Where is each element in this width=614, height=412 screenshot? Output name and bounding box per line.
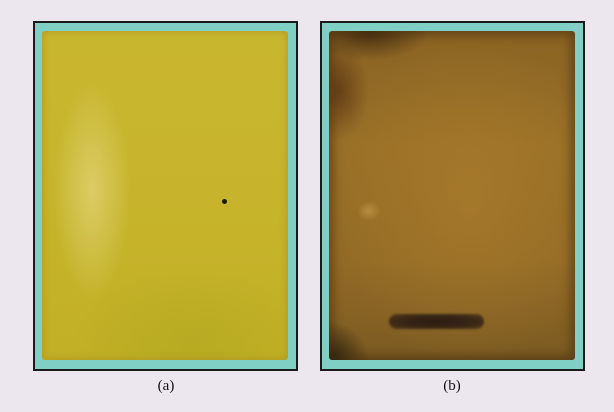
panel-b-image [320, 21, 585, 371]
panel-b-caption: (b) [443, 378, 461, 394]
panel-b-plate [329, 31, 575, 360]
panel-b-band [389, 314, 484, 329]
panel-a-plate [42, 31, 288, 360]
panel-a-image [33, 21, 298, 371]
panel-a-caption: (a) [157, 378, 175, 394]
panel-a-dot [222, 199, 227, 204]
